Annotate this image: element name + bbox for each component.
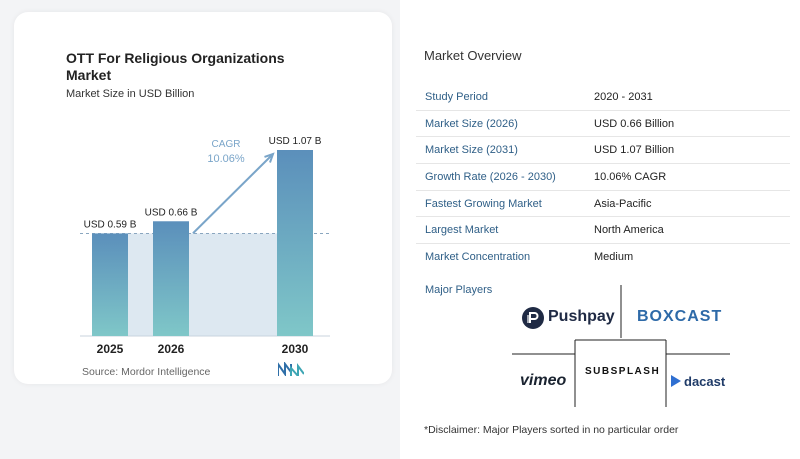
overview-title: Market Overview	[424, 48, 522, 63]
overview-label: Market Size (2026)	[425, 117, 518, 130]
overview-label: Market Concentration	[425, 251, 531, 264]
subsplash-logo: SUBSPLASH	[585, 366, 661, 377]
overview-row: Fastest Growing Market Asia-Pacific	[416, 191, 790, 218]
overview-label: Largest Market	[425, 224, 499, 237]
overview-value: Asia-Pacific	[594, 197, 652, 210]
overview-value: USD 1.07 Billion	[594, 144, 675, 157]
overview-value: USD 0.66 Billion	[594, 117, 675, 130]
dacast-logo: dacast	[684, 374, 726, 389]
data-label-2030: USD 1.07 B	[269, 136, 322, 147]
overview-table: Study Period 2020 - 2031 Market Size (20…	[416, 84, 790, 271]
overview-row: Growth Rate (2026 - 2030) 10.06% CAGR	[416, 164, 790, 191]
boxcast-logo: BOXCAST	[637, 308, 723, 325]
overview-row: Study Period 2020 - 2031	[416, 84, 790, 111]
cagr-value: 10.06%	[207, 153, 245, 165]
bar-2026	[153, 221, 189, 336]
bar-2025	[92, 233, 128, 336]
cagr-label: CAGR	[212, 139, 241, 150]
overview-label: Study Period	[425, 90, 488, 103]
overview-value: 2020 - 2031	[594, 90, 653, 103]
cagr-arrow-line	[192, 153, 274, 234]
pushpay-logo: Pushpay	[548, 308, 615, 325]
bar-chart: USD 0.59 B 2025 USD 0.66 B 2026 USD 1.07 B 20…	[80, 136, 330, 356]
overview-row: Market Size (2026) USD 0.66 Billion	[416, 111, 790, 138]
major-players-title: Major Players	[425, 284, 493, 296]
overview-label: Market Size (2031)	[425, 144, 518, 157]
data-label-2025: USD 0.59 B	[84, 219, 137, 230]
overview-row: Market Size (2031) USD 1.07 Billion	[416, 137, 790, 165]
overview-row: Market Concentration Medium	[416, 244, 790, 271]
overview-label: Fastest Growing Market	[425, 197, 542, 210]
bar-2030	[277, 150, 313, 336]
overview-value: Medium	[594, 251, 634, 264]
cagr-arrow-head	[264, 152, 275, 163]
pushpay-logo-icon	[522, 307, 544, 329]
overview-row: Largest Market North America	[416, 217, 790, 245]
dacast-logo-icon	[671, 375, 681, 387]
chart-subtitle: Market Size in USD Billion	[66, 88, 195, 100]
vimeo-logo: vimeo	[520, 372, 567, 389]
data-label-2026: USD 0.66 B	[145, 207, 198, 218]
tick-label-2030: 2030	[282, 342, 309, 356]
tick-label-2025: 2025	[97, 342, 124, 356]
chart-title: OTT For Religious Organizations Market	[66, 50, 285, 83]
overview-value: North America	[594, 224, 664, 237]
tick-label-2026: 2026	[158, 342, 185, 356]
source-note: Source: Mordor Intelligence	[82, 366, 211, 378]
overview-panel	[400, 0, 800, 459]
overview-label: Growth Rate (2026 - 2030)	[425, 170, 556, 183]
disclaimer: *Disclaimer: Major Players sorted in no …	[424, 424, 679, 436]
mordor-logo-icon	[278, 362, 304, 376]
players-grid	[512, 285, 730, 407]
overview-value: 10.06% CAGR	[594, 170, 667, 183]
